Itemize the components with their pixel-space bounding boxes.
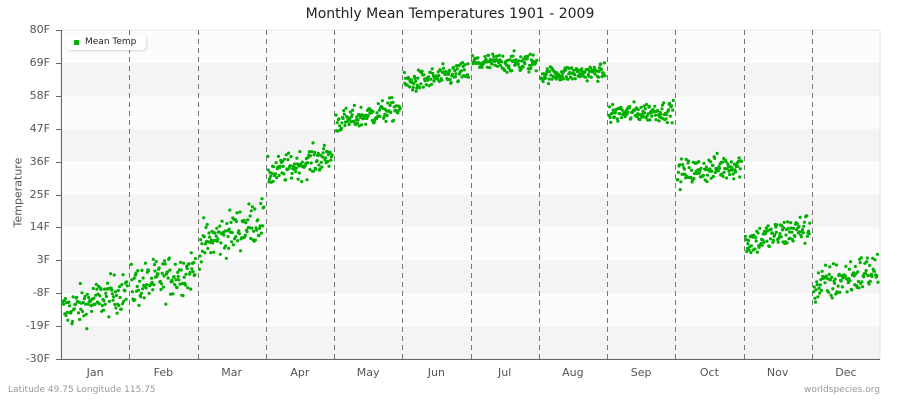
x-tick-label: Mar <box>221 366 242 379</box>
month-dividers <box>129 30 813 359</box>
legend-label: Mean Temp <box>85 37 137 47</box>
x-tick-label: Feb <box>153 366 174 379</box>
data-points <box>61 49 880 331</box>
chart-title: Monthly Mean Temperatures 1901 - 2009 <box>305 6 595 22</box>
legend-swatch-icon <box>74 39 79 45</box>
x-tick-label: Aug <box>562 366 584 379</box>
y-tick-label: 36F <box>29 154 50 168</box>
y-tick-label: 25F <box>29 187 50 201</box>
y-tick-label: 69F <box>29 55 50 69</box>
axes <box>56 30 880 360</box>
y-tick-label: 14F <box>29 220 50 234</box>
x-tick-label: Dec <box>835 366 857 379</box>
x-tick-label: Apr <box>290 366 310 379</box>
y-tick-label: -8F <box>32 286 50 300</box>
x-tick-label: Jul <box>497 366 512 379</box>
grid-bands <box>60 29 881 360</box>
credit-text: worldspecies.org <box>803 385 880 395</box>
y-tick-label: 80F <box>29 23 50 36</box>
y-tick-label: -30F <box>25 352 50 365</box>
x-tick-label: Jun <box>427 366 445 379</box>
y-tick-label: -19F <box>25 319 50 333</box>
legend[interactable]: Mean Temp <box>66 35 147 50</box>
x-tick-label: Jan <box>86 366 104 379</box>
y-tick-label: 47F <box>29 121 50 135</box>
x-tick-label: Sep <box>630 366 652 379</box>
x-tick-label: May <box>356 366 380 379</box>
y-tick-label: 3F <box>36 253 50 267</box>
x-tick-label: Oct <box>699 366 719 379</box>
x-tick-label: Nov <box>766 366 789 379</box>
location-text: Latitude 49.75 Longitude 115.75 <box>8 385 156 395</box>
y-tick-label: 58F <box>29 88 50 102</box>
